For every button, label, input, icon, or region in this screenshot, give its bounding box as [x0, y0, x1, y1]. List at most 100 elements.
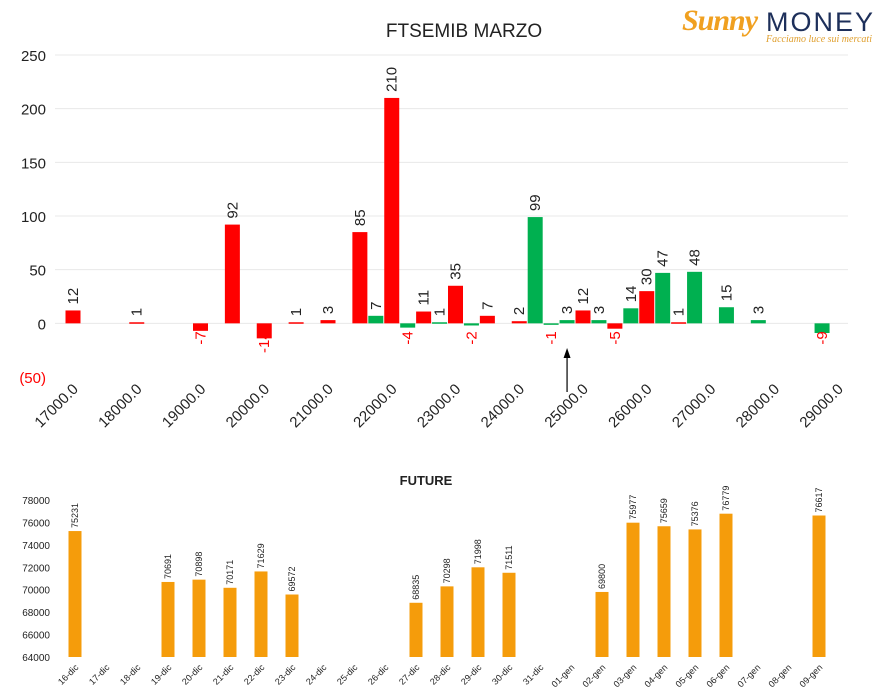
future-x-tick: 17-dic [87, 662, 112, 687]
future-bar [471, 567, 485, 657]
future-bar [719, 513, 733, 657]
data-label: 1 [129, 308, 146, 316]
data-label: 1 [671, 308, 688, 316]
bar [129, 322, 145, 324]
data-label: 92 [224, 202, 241, 219]
data-label: -14 [256, 331, 273, 353]
gridlines [55, 54, 848, 324]
future-x-tick: 29-dic [459, 662, 484, 687]
bar [479, 315, 495, 324]
bar [368, 315, 384, 324]
bar [384, 97, 400, 324]
bar [607, 323, 623, 329]
x-tick-label: 18000.0 [95, 381, 145, 431]
logo-tagline: Facciamo luce sui mercati [766, 34, 872, 45]
future-data-label: 75376 [690, 501, 700, 526]
data-label: 3 [559, 306, 576, 314]
y-tick-label: (50) [19, 370, 46, 387]
future-data-label: 69800 [597, 564, 607, 589]
bar [655, 272, 671, 324]
future-bars [68, 513, 826, 657]
future-data-label: 68835 [411, 575, 421, 600]
future-y-tick: 74000 [22, 541, 50, 552]
bar [687, 271, 703, 324]
bar [718, 307, 734, 324]
future-x-tick: 20-dic [180, 662, 205, 687]
future-x-axis: 16-dic 17-dic 18-dic 19-dic 20-dic 21-dic 22-d… [56, 662, 824, 689]
bar [432, 322, 448, 324]
data-label: 1 [288, 308, 305, 316]
bar [511, 321, 527, 324]
future-bar [161, 581, 175, 657]
data-label: 85 [352, 209, 369, 226]
logo-sunny-text: Sunny [682, 4, 758, 37]
bar [448, 285, 463, 324]
data-label: 48 [687, 249, 704, 266]
future-bar [68, 531, 82, 657]
data-label: -7 [193, 331, 210, 344]
bar [400, 323, 416, 328]
future-y-tick: 66000 [22, 631, 50, 642]
x-tick-label: 27000.0 [669, 381, 719, 431]
data-label: -4 [400, 331, 417, 344]
bar [463, 323, 479, 326]
future-x-tick: 26-dic [366, 662, 391, 687]
bar [639, 291, 655, 324]
data-labels: 121-792-141 3857210-411135-27299-13123-51… [65, 67, 831, 353]
future-y-tick: 78000 [22, 496, 50, 507]
data-label: 15 [718, 285, 735, 302]
future-bar [254, 571, 268, 657]
bar [224, 224, 240, 324]
future-x-tick: 28-dic [428, 662, 453, 687]
y-tick-label: 200 [21, 102, 46, 119]
future-x-tick: 31-dic [521, 662, 546, 687]
bar [543, 323, 559, 325]
data-label: 3 [750, 306, 767, 314]
chart-title: FTSEMIB MARZO [386, 21, 542, 42]
data-label: 3 [591, 306, 608, 314]
future-y-tick: 68000 [22, 608, 50, 619]
data-label: 11 [416, 290, 433, 306]
bars [65, 97, 830, 339]
future-x-tick: 30-dic [490, 662, 515, 687]
future-x-tick: 27-dic [397, 662, 422, 687]
x-tick-label: 24000.0 [478, 381, 528, 431]
data-label: -5 [607, 331, 624, 344]
y-axis: 250 200 150 100 50 0 (50) [19, 48, 46, 387]
bar [750, 320, 766, 324]
future-x-tick: 04-gen [643, 662, 670, 689]
x-tick-label: 23000.0 [414, 381, 464, 431]
data-label: 7 [479, 301, 496, 309]
future-data-label: 71998 [473, 539, 483, 564]
sunny-money-logo: Sunny MONEY Facciamo luce sui mercati [680, 4, 880, 46]
data-label: 1 [432, 308, 449, 316]
future-x-tick: 09-gen [798, 662, 825, 689]
x-tick-label: 19000.0 [159, 381, 209, 431]
future-x-tick: 18-dic [118, 662, 143, 687]
future-bar [812, 515, 826, 657]
future-data-label: 76779 [721, 486, 731, 511]
data-label: 14 [623, 286, 640, 303]
x-tick-label: 29000.0 [796, 381, 846, 431]
x-tick-label: 17000.0 [31, 381, 81, 431]
bar [256, 323, 272, 339]
future-data-labels: 75231 70691 70898 70171 71629 69572 68835 70298… [70, 486, 824, 600]
bar [527, 217, 543, 324]
future-x-tick: 02-gen [581, 662, 608, 689]
bar [65, 310, 81, 324]
bar [623, 308, 639, 324]
bar [288, 322, 304, 324]
future-data-label: 75977 [628, 495, 638, 520]
bar [193, 323, 208, 331]
data-label: 2 [511, 307, 528, 315]
future-y-tick: 70000 [22, 586, 50, 597]
x-axis: 17000.0 18000.0 19000.0 20000.0 21000.0 22000… [31, 381, 846, 431]
data-label: 12 [575, 288, 592, 305]
data-label: 7 [368, 301, 385, 309]
future-data-label: 71629 [256, 543, 266, 568]
data-label: 12 [65, 288, 82, 305]
future-data-label: 70691 [163, 554, 173, 579]
data-label: 3 [320, 306, 337, 314]
future-data-label: 75231 [70, 503, 80, 528]
